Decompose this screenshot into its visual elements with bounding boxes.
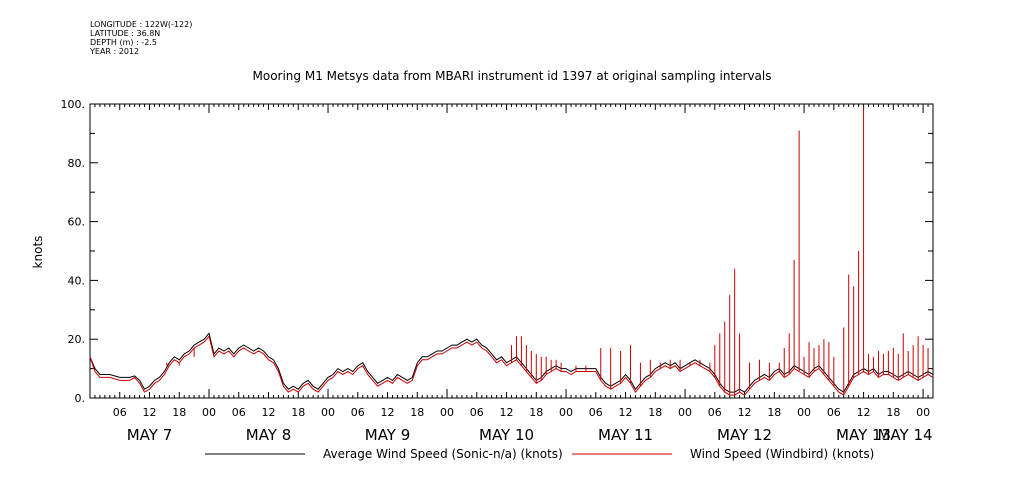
x-tick-label: 18 (291, 406, 305, 419)
x-tick-label: 06 (351, 406, 365, 419)
legend-label-windbird: Wind Speed (Windbird) (knots) (690, 447, 874, 461)
depth-text: DEPTH (m) : -2.5 (90, 38, 157, 47)
series-line-0 (89, 332, 934, 393)
metadata-block: LONGITUDE : 122W(-122) LATITUDE : 36.8N … (90, 20, 192, 56)
x-tick-label: 06 (232, 406, 246, 419)
series-line-1 (89, 335, 934, 396)
legend: Average Wind Speed (Sonic-n/a) (knots) W… (205, 447, 874, 461)
latitude-text: LATITUDE : 36.8N (90, 29, 161, 38)
x-day-label: MAY 14 (877, 426, 932, 444)
x-day-label: MAY 12 (717, 426, 772, 444)
y-tick-label: 80. (68, 157, 86, 170)
x-tick-label: 06 (589, 406, 603, 419)
legend-label-average: Average Wind Speed (Sonic-n/a) (knots) (323, 447, 563, 461)
y-tick-label: 40. (68, 274, 86, 287)
longitude-text: LONGITUDE : 122W(-122) (90, 20, 193, 29)
x-tick-label: 00 (916, 406, 930, 419)
x-tick-label: 12 (143, 406, 157, 419)
x-tick-label: 12 (381, 406, 395, 419)
y-tick-label: 60. (68, 216, 86, 229)
x-day-label: MAY 8 (246, 426, 292, 444)
series-lines (89, 106, 934, 396)
x-tick-label: 12 (262, 406, 276, 419)
x-tick-label: 00 (440, 406, 454, 419)
x-tick-label: 00 (202, 406, 216, 419)
x-tick-label: 00 (678, 406, 692, 419)
y-tick-label: 20. (68, 333, 86, 346)
x-tick-label: 18 (886, 406, 900, 419)
x-tick-label: 00 (559, 406, 573, 419)
x-day-label: MAY 13 (836, 426, 891, 444)
x-tick-label: 18 (529, 406, 543, 419)
x-tick-label: 06 (470, 406, 484, 419)
chart-title: Mooring M1 Metsys data from MBARI instru… (253, 69, 772, 83)
x-tick-label: 18 (767, 406, 781, 419)
x-tick-label: 18 (648, 406, 662, 419)
y-axis: 0. 20. 40. 60. 80. 100. (61, 98, 933, 405)
x-tick-label: 06 (113, 406, 127, 419)
x-day-label: MAY 7 (127, 426, 173, 444)
x-day-label: MAY 10 (479, 426, 534, 444)
x-tick-label: 18 (172, 406, 186, 419)
x-tick-label: 12 (619, 406, 633, 419)
x-tick-label: 06 (708, 406, 722, 419)
y-tick-label: 100. (61, 98, 86, 111)
x-day-label: MAY 11 (598, 426, 653, 444)
x-tick-label: 12 (738, 406, 752, 419)
x-tick-label: 12 (500, 406, 514, 419)
x-axis: 06 12 18 00 06 12 18 00 06 12 18 00 06 12 18 00 06 12 18 00… (89, 104, 934, 444)
y-axis-label: knots (31, 236, 45, 269)
year-text: YEAR : 2012 (90, 47, 140, 56)
x-tick-label: 00 (797, 406, 811, 419)
y-tick-label: 0. (75, 392, 86, 405)
x-tick-label: 00 (321, 406, 335, 419)
x-tick-label: 06 (827, 406, 841, 419)
x-tick-label: 18 (410, 406, 424, 419)
x-day-label: MAY 9 (365, 426, 411, 444)
x-tick-label: 12 (857, 406, 871, 419)
